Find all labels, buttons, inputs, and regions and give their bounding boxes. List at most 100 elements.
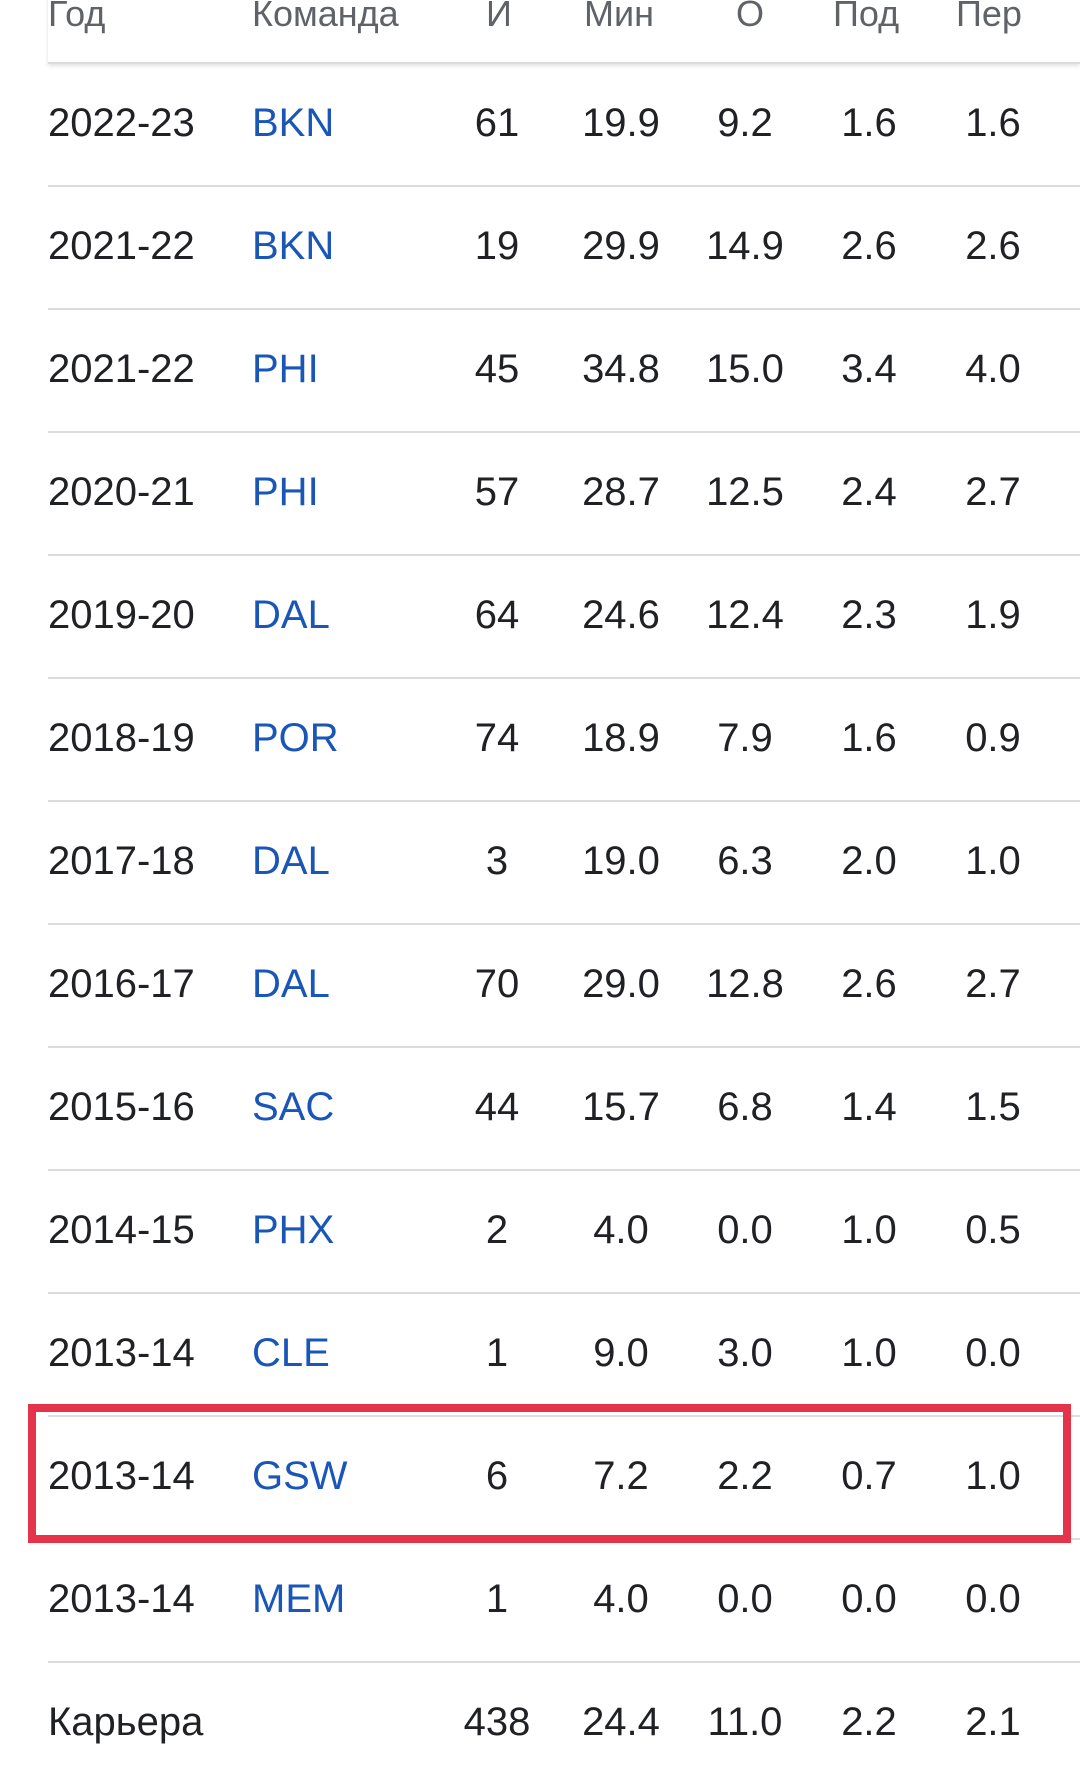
season-cell: 2016-17 [48, 962, 195, 1006]
column-header-minutes[interactable]: Мин [584, 0, 654, 34]
rebounds-cell: 0.0 [841, 1577, 897, 1621]
team-link[interactable]: DAL [252, 839, 330, 883]
team-link[interactable]: BKN [252, 101, 335, 145]
column-header-games[interactable]: И [486, 0, 512, 34]
season-cell: 2013-14 [48, 1454, 195, 1498]
assists-cell: 1.9 [965, 593, 1021, 637]
career-label: Карьера [48, 1700, 204, 1744]
points-cell: 6.3 [717, 839, 773, 883]
games-cell: 6 [485, 1454, 509, 1498]
points-cell: 9.2 [717, 101, 773, 145]
team-link[interactable]: MEM [252, 1577, 346, 1621]
rebounds-cell: 1.0 [841, 1331, 897, 1375]
points-cell: 15.0 [706, 347, 784, 391]
minutes-cell: 18.9 [582, 716, 660, 760]
table-row: 2021-22 BKN 19 29.9 14.9 2.6 2.6 [48, 185, 1080, 310]
minutes-cell: 29.9 [582, 224, 660, 268]
table-row: 2020-21 PHI 57 28.7 12.5 2.4 2.7 [48, 431, 1080, 556]
table-header: Год Команда И Мин О Под Пер [48, 0, 1080, 64]
minutes-cell: 9.0 [593, 1331, 649, 1375]
column-header-team[interactable]: Команда [252, 0, 399, 34]
games-cell: 64 [474, 593, 520, 637]
season-cell: 2019-20 [48, 593, 195, 637]
games-cell: 74 [474, 716, 520, 760]
season-cell: 2015-16 [48, 1085, 195, 1129]
minutes-cell: 15.7 [582, 1085, 660, 1129]
minutes-cell: 7.2 [593, 1454, 649, 1498]
games-cell: 45 [474, 347, 520, 391]
team-link[interactable]: CLE [252, 1331, 330, 1375]
assists-cell: 0.9 [965, 716, 1021, 760]
season-cell: 2013-14 [48, 1577, 195, 1621]
season-cell: 2017-18 [48, 839, 195, 883]
minutes-cell: 24.4 [582, 1700, 660, 1744]
table-row-highlighted: 2013-14 GSW 6 7.2 2.2 0.7 1.0 [48, 1415, 1080, 1540]
games-cell: 3 [485, 839, 509, 883]
table-row: 2016-17 DAL 70 29.0 12.8 2.6 2.7 [48, 923, 1080, 1048]
games-cell: 438 [463, 1700, 531, 1744]
team-link[interactable]: GSW [252, 1454, 348, 1498]
team-link[interactable]: DAL [252, 962, 330, 1006]
points-cell: 11.0 [707, 1700, 783, 1744]
points-cell: 0.0 [717, 1577, 773, 1621]
assists-cell: 2.6 [965, 224, 1021, 268]
column-header-rebounds[interactable]: Под [833, 0, 900, 34]
minutes-cell: 28.7 [582, 470, 660, 514]
assists-cell: 0.0 [965, 1577, 1021, 1621]
table-row: 2014-15 PHX 2 4.0 0.0 1.0 0.5 [48, 1169, 1080, 1294]
minutes-cell: 24.6 [582, 593, 660, 637]
column-header-assists[interactable]: Пер [956, 0, 1022, 34]
table-row: 2019-20 DAL 64 24.6 12.4 2.3 1.9 [48, 554, 1080, 679]
team-link[interactable]: BKN [252, 224, 335, 268]
points-cell: 3.0 [717, 1331, 773, 1375]
minutes-cell: 19.0 [582, 839, 660, 883]
rebounds-cell: 2.0 [841, 839, 897, 883]
minutes-cell: 19.9 [582, 101, 660, 145]
team-link[interactable]: SAC [252, 1085, 335, 1129]
games-cell: 44 [474, 1085, 520, 1129]
table-row: 2017-18 DAL 3 19.0 6.3 2.0 1.0 [48, 800, 1080, 925]
points-cell: 7.9 [717, 716, 773, 760]
season-cell: 2020-21 [48, 470, 195, 514]
points-cell: 12.5 [706, 470, 784, 514]
assists-cell: 0.0 [965, 1331, 1021, 1375]
assists-cell: 1.6 [965, 101, 1021, 145]
assists-cell: 4.0 [965, 347, 1021, 391]
games-cell: 70 [474, 962, 520, 1006]
minutes-cell: 4.0 [593, 1208, 649, 1252]
team-link[interactable]: POR [252, 716, 339, 760]
season-cell: 2022-23 [48, 101, 195, 145]
season-cell: 2018-19 [48, 716, 195, 760]
season-cell: 2021-22 [48, 347, 195, 391]
rebounds-cell: 2.2 [841, 1700, 897, 1744]
rebounds-cell: 2.6 [841, 962, 897, 1006]
points-cell: 12.8 [706, 962, 784, 1006]
points-cell: 6.8 [717, 1085, 773, 1129]
assists-cell: 1.0 [965, 1454, 1021, 1498]
rebounds-cell: 3.4 [841, 347, 897, 391]
team-link[interactable]: PHI [252, 470, 319, 514]
team-link[interactable]: PHX [252, 1208, 335, 1252]
team-link[interactable]: PHI [252, 347, 319, 391]
rebounds-cell: 1.6 [841, 716, 897, 760]
rebounds-cell: 2.3 [841, 593, 897, 637]
games-cell: 61 [474, 101, 520, 145]
rebounds-cell: 0.7 [841, 1454, 897, 1498]
minutes-cell: 29.0 [582, 962, 660, 1006]
table-row: 2013-14 CLE 1 9.0 3.0 1.0 0.0 [48, 1292, 1080, 1417]
team-link[interactable]: DAL [252, 593, 330, 637]
games-cell: 1 [485, 1577, 509, 1621]
table-row: 2018-19 POR 74 18.9 7.9 1.6 0.9 [48, 677, 1080, 802]
assists-cell: 1.0 [965, 839, 1021, 883]
assists-cell: 2.1 [965, 1700, 1021, 1744]
rebounds-cell: 1.4 [841, 1085, 897, 1129]
rebounds-cell: 1.0 [841, 1208, 897, 1252]
rebounds-cell: 1.6 [841, 101, 897, 145]
column-header-season[interactable]: Год [48, 0, 106, 34]
rebounds-cell: 2.4 [841, 470, 897, 514]
column-header-points[interactable]: О [736, 0, 765, 34]
minutes-cell: 34.8 [582, 347, 660, 391]
minutes-cell: 4.0 [593, 1577, 649, 1621]
assists-cell: 2.7 [965, 470, 1021, 514]
season-cell: 2013-14 [48, 1331, 195, 1375]
